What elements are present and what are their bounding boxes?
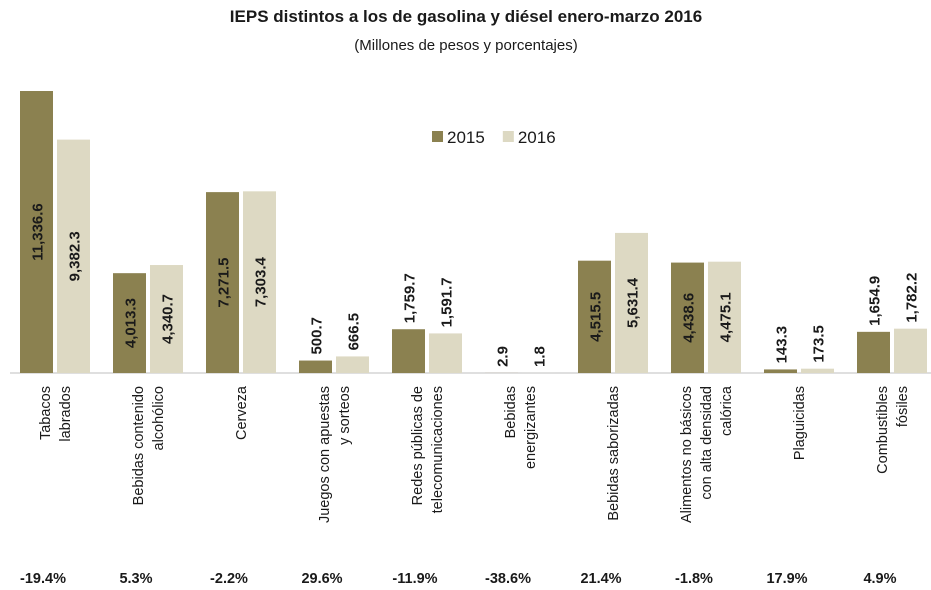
legend-swatch [502, 131, 514, 142]
growth-label: -11.9% [392, 571, 437, 587]
bar [299, 360, 332, 373]
bar [894, 328, 927, 373]
value-label: 5,631.4 [625, 277, 642, 328]
growth-label: -1.8% [675, 571, 713, 587]
x-tick-label: Tabacos labrados [38, 386, 74, 442]
value-label: 4,340.7 [160, 294, 177, 344]
value-label: 1,591.7 [439, 277, 456, 327]
bar [243, 191, 276, 373]
bar [336, 356, 369, 373]
value-label: 7,303.4 [253, 256, 270, 307]
value-label: 4,438.6 [681, 293, 698, 343]
bar [671, 262, 704, 373]
bar [857, 331, 890, 373]
legend-label: 2015 [447, 128, 485, 147]
growth-label: -38.6% [485, 571, 531, 587]
bar [57, 139, 90, 373]
chart-title: IEPS distintos a los de gasolina y diése… [230, 7, 702, 26]
growth-label: 4.9% [863, 571, 896, 587]
x-tick-label: Juegos con apuestas y sorteos [317, 386, 353, 523]
x-tick-label: Bebidas energizantes [503, 386, 539, 469]
value-label: 143.3 [774, 326, 791, 364]
value-label: 2.9 [495, 346, 512, 367]
value-label: 11,336.6 [30, 203, 47, 261]
value-label: 4,475.1 [718, 292, 735, 342]
value-label: 1,654.9 [867, 276, 884, 326]
growth-label: 29.6% [301, 571, 342, 587]
x-tick-label: Alimentos no básicos con alta densidad cal… [679, 385, 735, 523]
legend-label: 2016 [518, 128, 556, 147]
bar [206, 192, 239, 373]
value-label: 500.7 [309, 317, 326, 355]
value-label: 4,013.3 [123, 298, 140, 348]
bar [708, 261, 741, 373]
value-label: 666.5 [346, 313, 363, 351]
value-label: 1.8 [532, 346, 549, 367]
bar [764, 369, 797, 373]
bar [578, 260, 611, 373]
bar [801, 368, 834, 373]
bar [429, 333, 462, 373]
x-tick-label: Combustibles fósiles [875, 386, 911, 474]
value-label: 9,382.3 [67, 231, 84, 281]
bar [150, 265, 183, 373]
value-label: 1,782.2 [904, 273, 921, 323]
x-tick-label: Bebidas saborizadas [606, 386, 622, 521]
x-tick-label: Bebidas contenido alcohólico [131, 386, 167, 505]
x-tick-label: Redes públicas de telecomunicaciones [410, 386, 446, 513]
x-tick-label: Cerveza [234, 385, 250, 440]
chart-subtitle: (Millones de pesos y porcentajes) [354, 37, 577, 54]
bar [392, 329, 425, 373]
value-label: 1,759.7 [402, 273, 419, 323]
growth-label: 5.3% [119, 571, 152, 587]
growth-label: -2.2% [210, 571, 248, 587]
value-label: 7,271.5 [216, 258, 233, 308]
growth-label: -19.4% [20, 571, 66, 587]
value-label: 173.5 [811, 325, 828, 363]
bar [113, 273, 146, 373]
x-tick-label: Plaguicidas [792, 386, 808, 460]
bar [615, 232, 648, 373]
bar [20, 91, 53, 373]
growth-label: 17.9% [766, 571, 807, 587]
value-label: 4,515.5 [588, 292, 605, 342]
legend-swatch [432, 131, 443, 142]
growth-label: 21.4% [580, 571, 621, 587]
